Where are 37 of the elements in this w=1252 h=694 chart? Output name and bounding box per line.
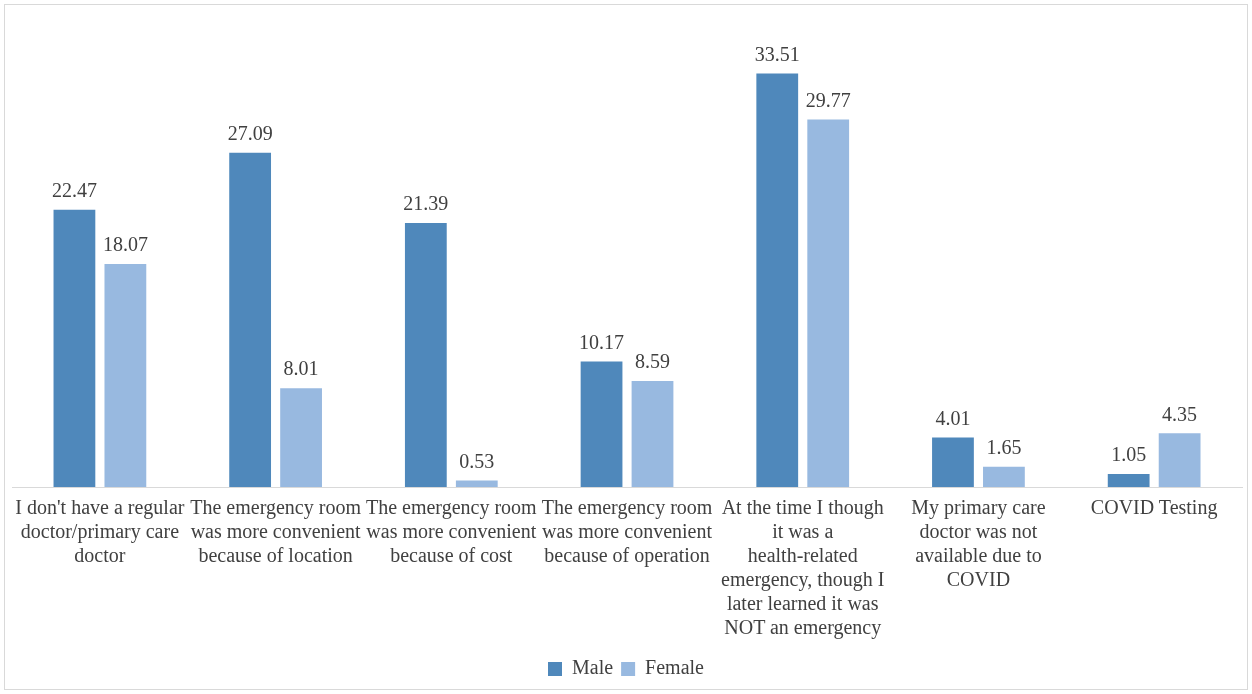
bar [455,480,498,487]
data-label: 1.65 [986,435,1022,458]
x-tick-label: My primary care doctor was not available due to COVID [911,496,1046,591]
data-label: 10.17 [579,330,625,353]
bar [1107,474,1150,487]
bar [1158,433,1201,487]
x-tick-label: I don't have a regular doctor/primary care doctor [15,496,185,567]
legend-label: Male [572,656,614,679]
x-tick-label: COVID Testing [1090,496,1218,520]
data-label: 4.35 [1162,402,1198,425]
bar [104,263,147,487]
x-tick-label: The emergency room was more convenient because of cost [365,496,538,567]
data-label: 33.51 [754,42,800,65]
bar [580,361,623,487]
bar [631,380,674,487]
x-tick-label: At the time I though it was a health-related emergency, though I later learned it was NOT an emergency [721,496,885,640]
bar [229,152,272,487]
data-label: 8.59 [635,350,670,373]
legend-label: Female [645,656,705,679]
data-label: 8.01 [283,357,319,380]
x-tick-label: The emergency room was more convenient because of location [190,496,362,567]
data-label: 21.39 [403,192,449,215]
bar [280,388,322,487]
bar [53,209,96,487]
x-tick-label: The emergency room was more convenient because of operation [541,496,713,568]
data-label: 29.77 [805,88,851,111]
data-label: 22.47 [51,178,97,201]
data-label: 1.05 [1111,443,1147,466]
bar [983,466,1025,487]
data-label: 4.01 [935,406,971,429]
data-label: 27.09 [227,121,273,144]
bar [756,73,799,487]
data-label: 18.07 [102,233,148,256]
data-label: 0.53 [459,449,495,472]
bar [932,437,974,487]
bar [404,222,447,487]
bar [807,119,850,487]
